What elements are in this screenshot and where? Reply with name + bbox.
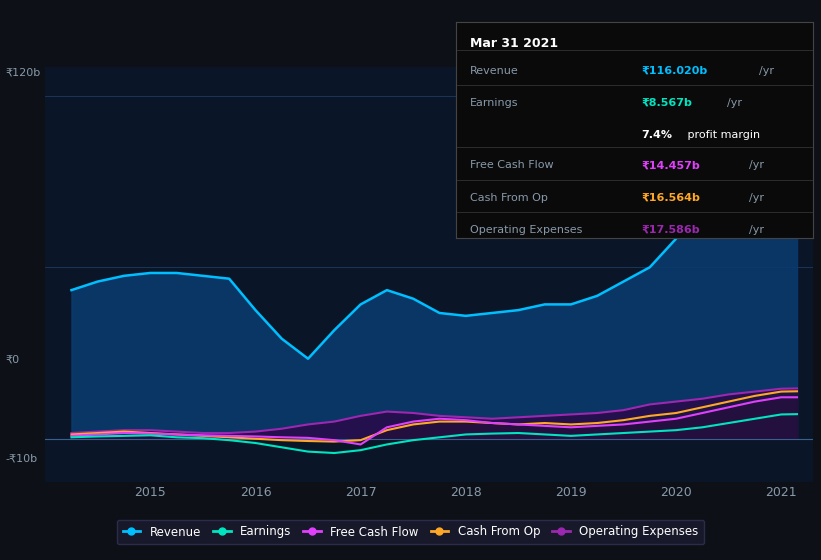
Text: ₹8.567b: ₹8.567b xyxy=(641,98,692,108)
Legend: Revenue, Earnings, Free Cash Flow, Cash From Op, Operating Expenses: Revenue, Earnings, Free Cash Flow, Cash … xyxy=(117,520,704,544)
Text: ₹120b: ₹120b xyxy=(5,67,40,77)
Text: Operating Expenses: Operating Expenses xyxy=(470,225,582,235)
Text: /yr: /yr xyxy=(749,193,764,203)
Text: Cash From Op: Cash From Op xyxy=(470,193,548,203)
Text: Earnings: Earnings xyxy=(470,98,518,108)
Text: /yr: /yr xyxy=(727,98,742,108)
Text: ₹116.020b: ₹116.020b xyxy=(641,66,708,76)
Text: ₹14.457b: ₹14.457b xyxy=(641,160,700,170)
Text: ₹16.564b: ₹16.564b xyxy=(641,193,700,203)
Text: 7.4%: 7.4% xyxy=(641,130,672,140)
Text: Mar 31 2021: Mar 31 2021 xyxy=(470,38,558,50)
Text: /yr: /yr xyxy=(749,160,764,170)
Text: Revenue: Revenue xyxy=(470,66,519,76)
Text: /yr: /yr xyxy=(749,225,764,235)
Text: Free Cash Flow: Free Cash Flow xyxy=(470,160,553,170)
Text: ₹0: ₹0 xyxy=(5,354,20,365)
Text: -₹10b: -₹10b xyxy=(5,454,38,464)
Text: /yr: /yr xyxy=(759,66,774,76)
Text: profit margin: profit margin xyxy=(684,130,760,140)
Text: ₹17.586b: ₹17.586b xyxy=(641,225,700,235)
